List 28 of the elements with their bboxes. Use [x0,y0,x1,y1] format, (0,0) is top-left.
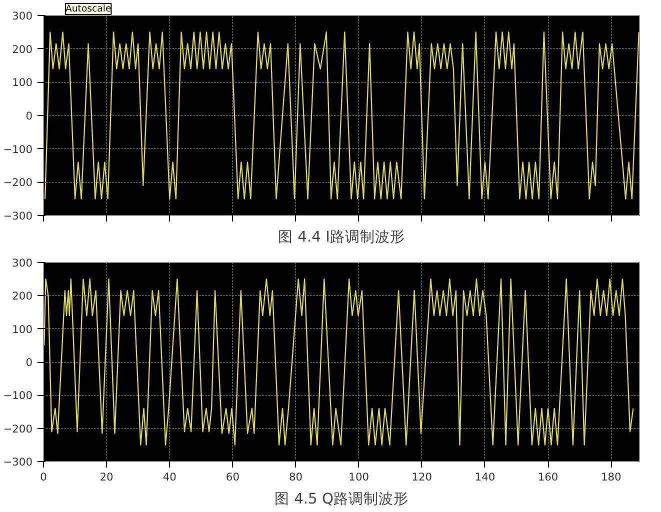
y-tick-label: −100 [3,142,33,156]
y-tick-label: 300 [12,10,33,22]
y-tick-label: 100 [12,322,33,336]
x-tick-label: 80 [288,470,303,484]
x-tick-label: 120 [412,470,432,484]
y-tick-label: 100 [12,76,33,90]
line-series [44,32,640,200]
x-tick-label: 160 [538,470,558,484]
y-tick-label: 300 [12,256,33,270]
y-tick-label: 200 [12,42,33,56]
text: 图 4.5 Q路调制波形 [274,490,409,508]
x-tick-label: 100 [348,470,370,484]
y-tick-label: −300 [3,456,33,468]
y-tick-label: −100 [3,389,33,402]
y-tick-label: 0 [26,356,33,369]
x-tick-label: 0 [40,470,48,484]
x-tick-label: 180 [600,470,622,484]
y-tick-label: −300 [3,210,33,222]
y-tick-label: 200 [12,290,33,303]
y-tick-label: −200 [3,176,33,190]
x-tick-label: 40 [162,470,177,484]
y-tick-label: 0 [26,110,33,122]
x-tick-label: 20 [100,470,114,484]
y-tick-label: −200 [3,422,33,436]
line-series [44,278,634,446]
text: 图 4.4 I路调制波形 [278,228,405,246]
x-tick-label: 140 [474,470,496,484]
x-tick-label: 60 [226,470,240,484]
